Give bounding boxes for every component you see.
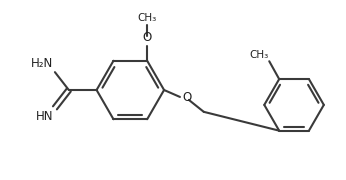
Text: H₂N: H₂N <box>31 57 53 70</box>
Text: CH₃: CH₃ <box>138 13 157 23</box>
Text: O: O <box>143 31 152 44</box>
Text: CH₃: CH₃ <box>249 50 268 60</box>
Text: O: O <box>182 91 191 104</box>
Text: HN: HN <box>35 110 53 123</box>
